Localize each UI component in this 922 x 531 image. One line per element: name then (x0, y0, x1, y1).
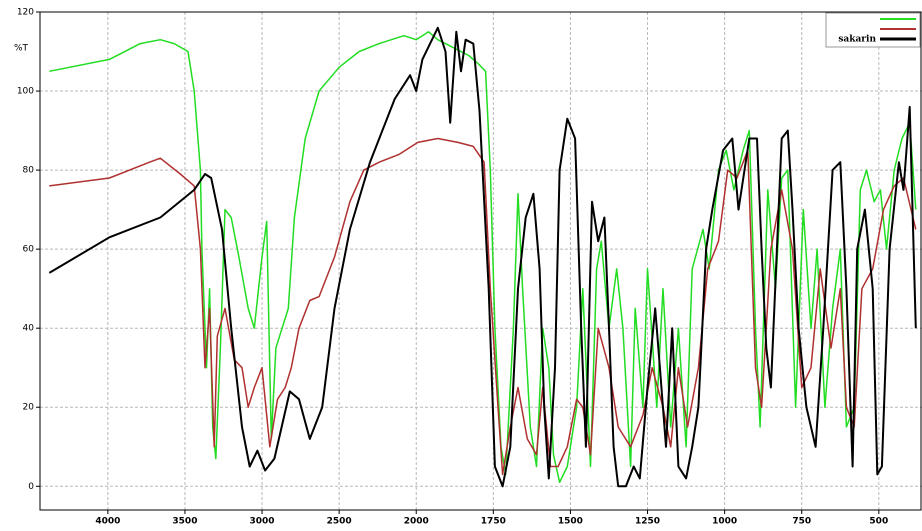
spectrum-line (48, 26, 917, 488)
y-axis-label: %T (14, 44, 29, 54)
spectrum-line (49, 31, 917, 484)
x-tick-label: 1250 (635, 517, 660, 527)
x-tick-label: 3500 (172, 517, 197, 527)
x-tick-label: 2500 (327, 517, 352, 527)
x-tick-label: 4000 (95, 517, 120, 527)
x-tick-label: 2000 (404, 517, 429, 527)
x-tick-label: 1750 (481, 517, 506, 527)
x-tick-label: 500 (869, 517, 888, 527)
y-tick-label: 120 (17, 8, 34, 18)
y-tick-label: 100 (17, 87, 34, 97)
y-tick-label: 80 (23, 166, 35, 176)
legend-label: sakarin (838, 35, 876, 45)
x-tick-label: 1500 (558, 517, 583, 527)
y-tick-label: 20 (23, 403, 35, 413)
plot-frame (39, 11, 922, 511)
y-tick-label: 60 (23, 245, 35, 255)
y-tick-label: 0 (28, 482, 34, 492)
x-tick-label: 3000 (250, 517, 275, 527)
x-tick-label: 1000 (712, 517, 737, 527)
spectrum-line (49, 137, 917, 476)
y-tick-label: 40 (23, 324, 35, 334)
x-tick-label: 750 (792, 517, 811, 527)
legend: sakarin (825, 12, 921, 48)
